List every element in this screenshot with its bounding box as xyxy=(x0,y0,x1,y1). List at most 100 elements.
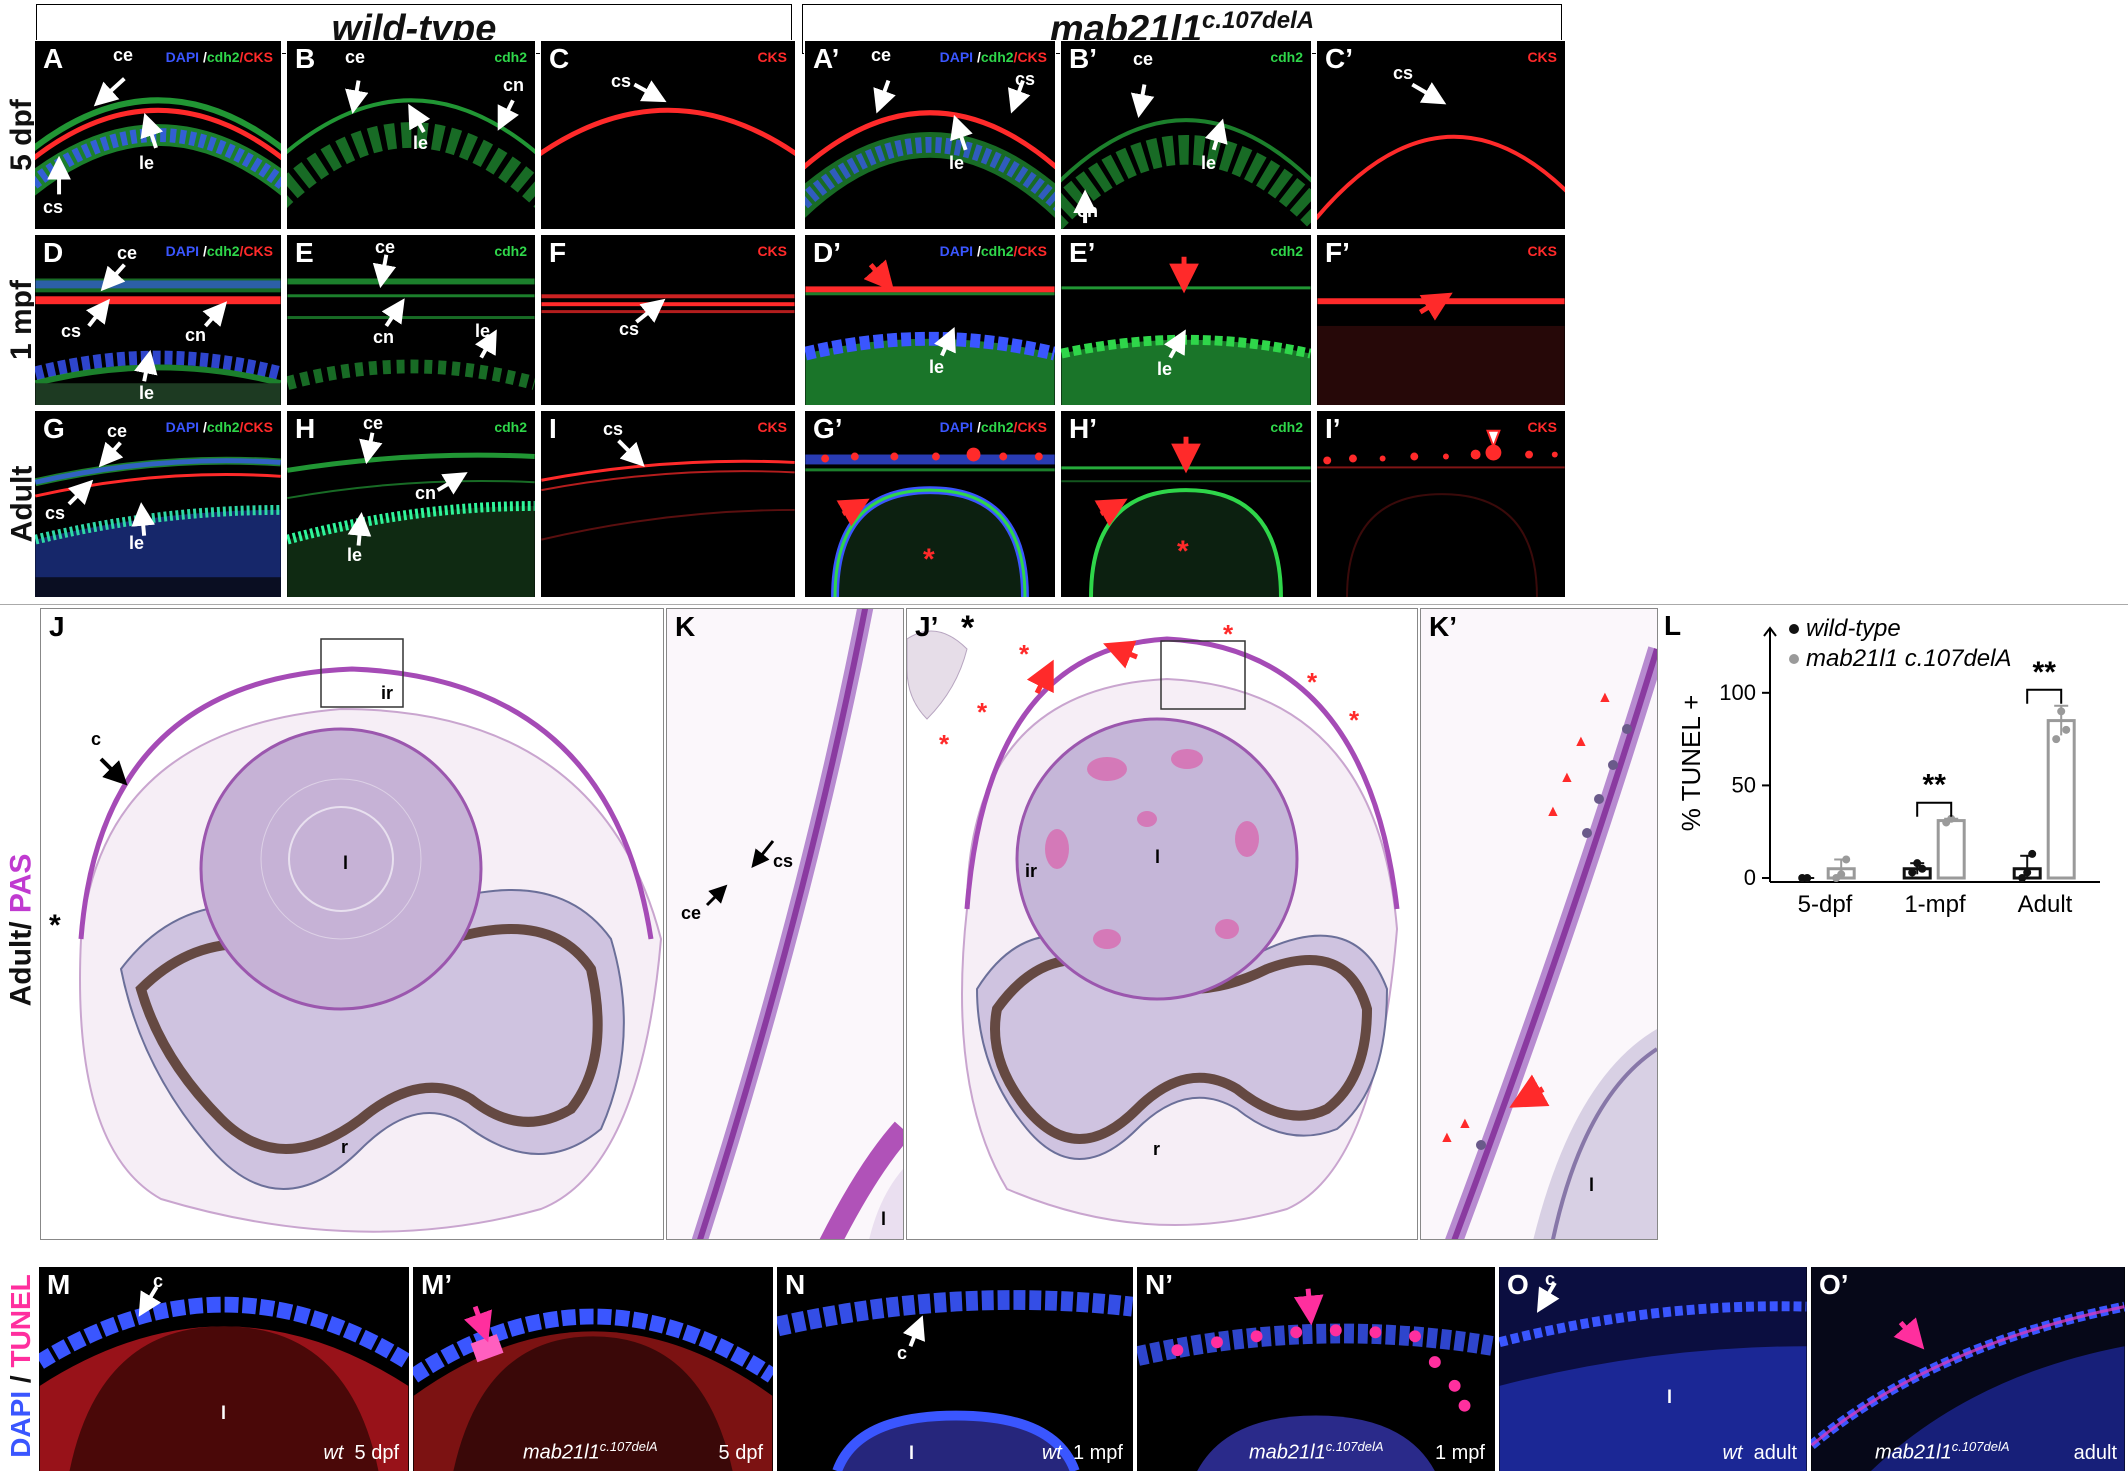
stain-label: DAPI /cdh2/CKS xyxy=(166,243,273,259)
stain-cdh2: cdh2 xyxy=(980,243,1014,259)
label-ce: ce xyxy=(1133,49,1154,69)
label-l: l xyxy=(343,853,349,873)
label-ce: ce xyxy=(107,421,128,441)
panel-G-prime: G’ DAPI /cdh2/CKS * xyxy=(804,410,1056,598)
stage-age: 5 dpf xyxy=(354,1442,399,1464)
stain-sep: / xyxy=(239,419,244,435)
label-cn: cn xyxy=(415,483,437,503)
label-cs: cs xyxy=(1015,69,1036,89)
tunel-label-tunel: TUNEL xyxy=(5,1274,37,1368)
stage-mutant: mab21l1c.107delA xyxy=(523,1439,658,1465)
data-point xyxy=(1947,814,1956,823)
stain-label: DAPI /cdh2/CKS xyxy=(940,243,1047,259)
stage-age: adult xyxy=(1753,1442,1797,1464)
pas-label-pas: PAS xyxy=(4,853,37,914)
stage-label: wt adult xyxy=(1723,1442,1798,1465)
panel-H-prime: H’ cdh2 * xyxy=(1060,410,1312,598)
panel-E: E cdh2 ce cn le xyxy=(286,234,536,406)
panel-M-image xyxy=(39,1285,409,1471)
label-c: c xyxy=(1545,1269,1556,1289)
panel-letter: L xyxy=(1664,610,1682,641)
y-tick-label: 50 xyxy=(1732,772,1756,797)
stage-mutant-sup: c.107delA xyxy=(1325,1439,1384,1455)
panel-K: K ce cs l xyxy=(666,608,904,1240)
panel-K-prime-image xyxy=(1421,609,1657,1239)
panel-F-image xyxy=(541,294,795,324)
panel-I-image xyxy=(541,439,795,541)
label-cn: cn xyxy=(503,75,525,95)
label-ce: ce xyxy=(871,45,892,65)
panel-A-prime-image xyxy=(805,79,1055,218)
panel-O-image xyxy=(1499,1267,1807,1471)
stain-cdh2: cdh2 xyxy=(1270,49,1303,65)
panel-A-image xyxy=(35,77,281,196)
panel-N-prime-image xyxy=(1137,1288,1495,1471)
panel-J-image xyxy=(78,638,663,1233)
panel-A: A DAPI /cdh2/CKS ce le cs xyxy=(34,40,282,230)
panel-letter: N xyxy=(785,1269,806,1300)
label-star: * xyxy=(1177,535,1189,568)
label-l: l xyxy=(909,1443,915,1463)
panel-F-prime-image xyxy=(1317,292,1565,405)
label-c: c xyxy=(91,729,102,749)
panel-letter: B’ xyxy=(1069,43,1097,74)
panel-N: N c l wt 1 mpf xyxy=(776,1266,1134,1472)
panel-letter: O’ xyxy=(1819,1269,1849,1300)
stain-cks: CKS xyxy=(243,243,273,259)
x-tick-label: Adult xyxy=(2018,891,2073,918)
stain-cks: CKS xyxy=(1017,419,1047,435)
stage-mutant-sup: c.107delA xyxy=(1951,1439,2010,1455)
y-tick-label: 100 xyxy=(1719,680,1756,705)
significance-bracket xyxy=(2026,688,2063,704)
pas-section-frame xyxy=(0,604,2128,1257)
x-tick-label: 1-mpf xyxy=(1904,891,1966,918)
panel-letter: C xyxy=(549,43,570,74)
panel-D-image xyxy=(35,263,281,405)
y-tick-label: 0 xyxy=(1744,865,1756,890)
panel-letter: G’ xyxy=(813,413,843,444)
stain-dapi: DAPI xyxy=(939,49,974,65)
data-point xyxy=(2023,868,2032,877)
panel-C-prime-image xyxy=(1317,82,1565,221)
label-l: l xyxy=(1589,1175,1595,1195)
panel-G-image xyxy=(35,441,281,597)
stain-cdh2: cdh2 xyxy=(206,419,240,435)
label-le: le xyxy=(1201,153,1217,173)
stain-cks: CKS xyxy=(757,419,787,435)
panel-H: H cdh2 ce cn le xyxy=(286,410,536,598)
stain-cdh2: cdh2 xyxy=(980,419,1014,435)
stain-label: DAPI /cdh2/CKS xyxy=(166,419,273,435)
stage-mutant-base: mab21l1 xyxy=(1249,1442,1326,1464)
panel-letter: D xyxy=(43,237,64,268)
stain-cks: CKS xyxy=(243,49,273,65)
stain-sep: / xyxy=(973,243,981,259)
label-l: l xyxy=(1155,847,1161,867)
stage-age: 5 dpf xyxy=(718,1442,763,1464)
panel-K-image xyxy=(667,609,903,1239)
label-ce: ce xyxy=(363,413,384,433)
label-cs: cs xyxy=(45,503,66,523)
stain-dapi: DAPI xyxy=(165,49,200,65)
panel-letter: M xyxy=(47,1269,71,1300)
label-c: c xyxy=(153,1271,164,1291)
panel-letter: D’ xyxy=(813,237,841,268)
tunel-label-dapi: DAPI xyxy=(5,1390,37,1458)
panel-letter: J xyxy=(49,611,65,642)
label-cs: cs xyxy=(61,321,82,341)
label-ce: ce xyxy=(681,903,702,923)
label-star-red: * xyxy=(1307,667,1318,697)
panel-C-image xyxy=(541,80,795,157)
panel-B-prime-image xyxy=(1061,84,1311,229)
stage-label: wt 5 dpf xyxy=(323,1442,399,1465)
stain-cks: CKS xyxy=(243,419,273,435)
data-point xyxy=(2062,725,2071,734)
stain-sep: / xyxy=(1013,243,1018,259)
legend-label: mab21l1 c.107delA xyxy=(1806,645,2011,672)
label-l: l xyxy=(1667,1387,1673,1407)
label-ce: ce xyxy=(345,47,366,67)
stage-age: 1 mpf xyxy=(1072,1442,1123,1464)
panel-O: O c l wt adult xyxy=(1498,1266,1808,1472)
stain-dapi: DAPI xyxy=(165,243,200,259)
stage-genotype: wt xyxy=(323,1442,344,1464)
data-point xyxy=(1913,859,1922,868)
